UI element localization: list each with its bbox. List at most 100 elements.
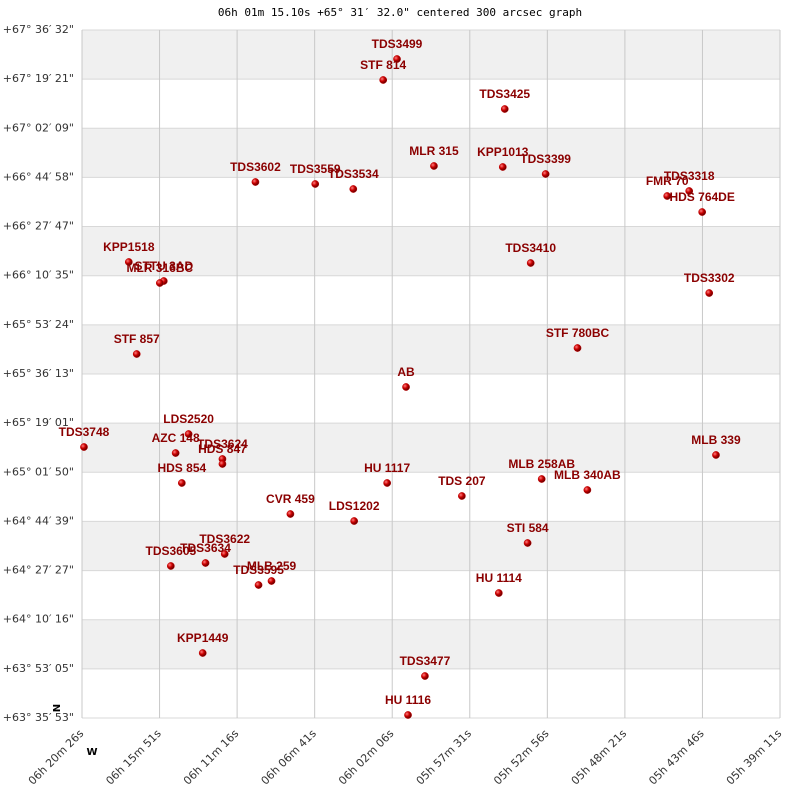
star-point: [458, 492, 466, 500]
point-label: TDS3634: [180, 541, 231, 555]
y-tick-label: +64° 27′ 27": [3, 564, 74, 577]
band: [82, 423, 780, 473]
star-point: [80, 443, 88, 451]
x-tick-label: 06h 15m 51s: [103, 727, 164, 788]
point-label: TDS3534: [328, 167, 379, 181]
star-point: [166, 562, 175, 570]
star-point: [526, 259, 535, 267]
y-tick-label: +64° 10′ 16": [3, 613, 74, 626]
y-tick-label: +65° 36′ 13": [3, 367, 74, 380]
y-tick-label: +65° 19′ 01": [3, 416, 74, 429]
point-label: MLB 258AB: [508, 457, 575, 471]
star-point: [705, 289, 714, 297]
band: [82, 324, 780, 374]
y-tick-label: +63° 53′ 05": [3, 662, 74, 675]
point-label: AB: [397, 365, 415, 379]
point-label: HU 1116: [385, 693, 431, 707]
x-tick-label: 05h 52m 56s: [491, 727, 552, 788]
point-label: TDS3559: [290, 162, 341, 176]
band: [82, 619, 780, 669]
star-point: [379, 76, 388, 84]
y-tick-label: +63° 35′ 53": [3, 711, 74, 724]
point-label: STF 814: [360, 58, 406, 72]
star-point: [218, 460, 227, 468]
x-tick-label: 06h 20m 26s: [26, 727, 87, 788]
point-label: MLB 259: [247, 559, 297, 573]
star-point: [184, 430, 193, 438]
bands: [82, 30, 780, 669]
star-point: [583, 486, 592, 494]
point-label: HU 1117: [364, 461, 410, 475]
point-label: LDS1202: [329, 499, 380, 513]
star-point: [685, 187, 694, 195]
point-label: TDS 207: [438, 474, 486, 488]
x-tick-label: 05h 39m 11s: [724, 727, 785, 788]
point-label: TDS3477: [400, 654, 451, 668]
star-point: [523, 539, 532, 547]
point-label: TDS3425: [479, 87, 530, 101]
star-point: [124, 258, 133, 266]
y-tick-label: +64° 44′ 39": [3, 514, 74, 527]
point-label: HDS 764DE: [669, 190, 734, 204]
star-point: [402, 383, 410, 391]
point-label: TDS3302: [684, 271, 735, 285]
y-tick-label: +66° 44′ 58": [3, 170, 74, 183]
y-tick-label: +65° 53′ 24": [3, 318, 74, 331]
star-point: [311, 180, 320, 188]
star-point: [541, 170, 550, 178]
y-tick-label: +67° 19′ 21": [3, 72, 74, 85]
band: [82, 30, 780, 80]
point-label: TDS3622: [199, 532, 250, 546]
star-point: [498, 163, 507, 171]
point-label: LDS2520: [163, 412, 214, 426]
point-label: STF 857: [114, 332, 160, 346]
star-point: [393, 55, 401, 63]
band: [82, 128, 780, 178]
point-label: KPP1449: [177, 631, 229, 645]
star-point: [383, 479, 391, 487]
point-label: STF 780BC: [546, 326, 610, 340]
star-point: [155, 279, 164, 287]
point-label: AZC 148: [152, 431, 200, 445]
star-point: [430, 162, 438, 170]
x-tick-label: 05h 48m 21s: [569, 727, 630, 788]
point-label: CVR 459: [266, 492, 315, 506]
x-tick-label: 06h 06m 41s: [259, 727, 320, 788]
point-label: TDS3399: [520, 152, 571, 166]
star-point: [537, 475, 546, 483]
star-point: [712, 451, 720, 459]
star-point: [698, 208, 707, 216]
star-point: [254, 581, 263, 589]
star-point: [663, 192, 672, 200]
y-tick-label: +67° 02′ 09": [3, 121, 74, 134]
point-label: FMR 70: [646, 174, 689, 188]
point-label: MLR 316BC: [126, 261, 193, 275]
point-label: STTU 3AD: [134, 259, 193, 273]
band: [82, 226, 780, 276]
point-label: TDS3318: [664, 169, 715, 183]
point-label: TDS3595: [233, 563, 284, 577]
y-tick-label: +65° 01′ 50": [3, 465, 74, 478]
point-label: TDS3410: [505, 241, 556, 255]
star-point: [177, 479, 186, 487]
star-point: [198, 649, 207, 657]
y-tick-label: +66° 27′ 47": [3, 220, 74, 233]
y-tick-label: +66° 10′ 35": [3, 269, 74, 282]
point-label: TDS3624: [197, 437, 248, 451]
point-label: MLB 339: [691, 433, 741, 447]
star-point: [573, 344, 582, 352]
point-label: KPP1518: [103, 240, 155, 254]
point-label: TDS3748: [59, 425, 110, 439]
west-label: W: [86, 747, 97, 758]
star-point: [404, 711, 412, 719]
point-label: HU 1114: [476, 571, 522, 585]
star-point: [494, 589, 503, 597]
point-label: MLR 315: [409, 144, 459, 158]
star-point: [132, 350, 141, 358]
star-point: [421, 672, 429, 680]
band: [82, 521, 780, 571]
point-label: TDS3605: [145, 544, 196, 558]
x-tick-label: 06h 02m 06s: [336, 727, 397, 788]
point-label: MLB 340AB: [554, 468, 621, 482]
